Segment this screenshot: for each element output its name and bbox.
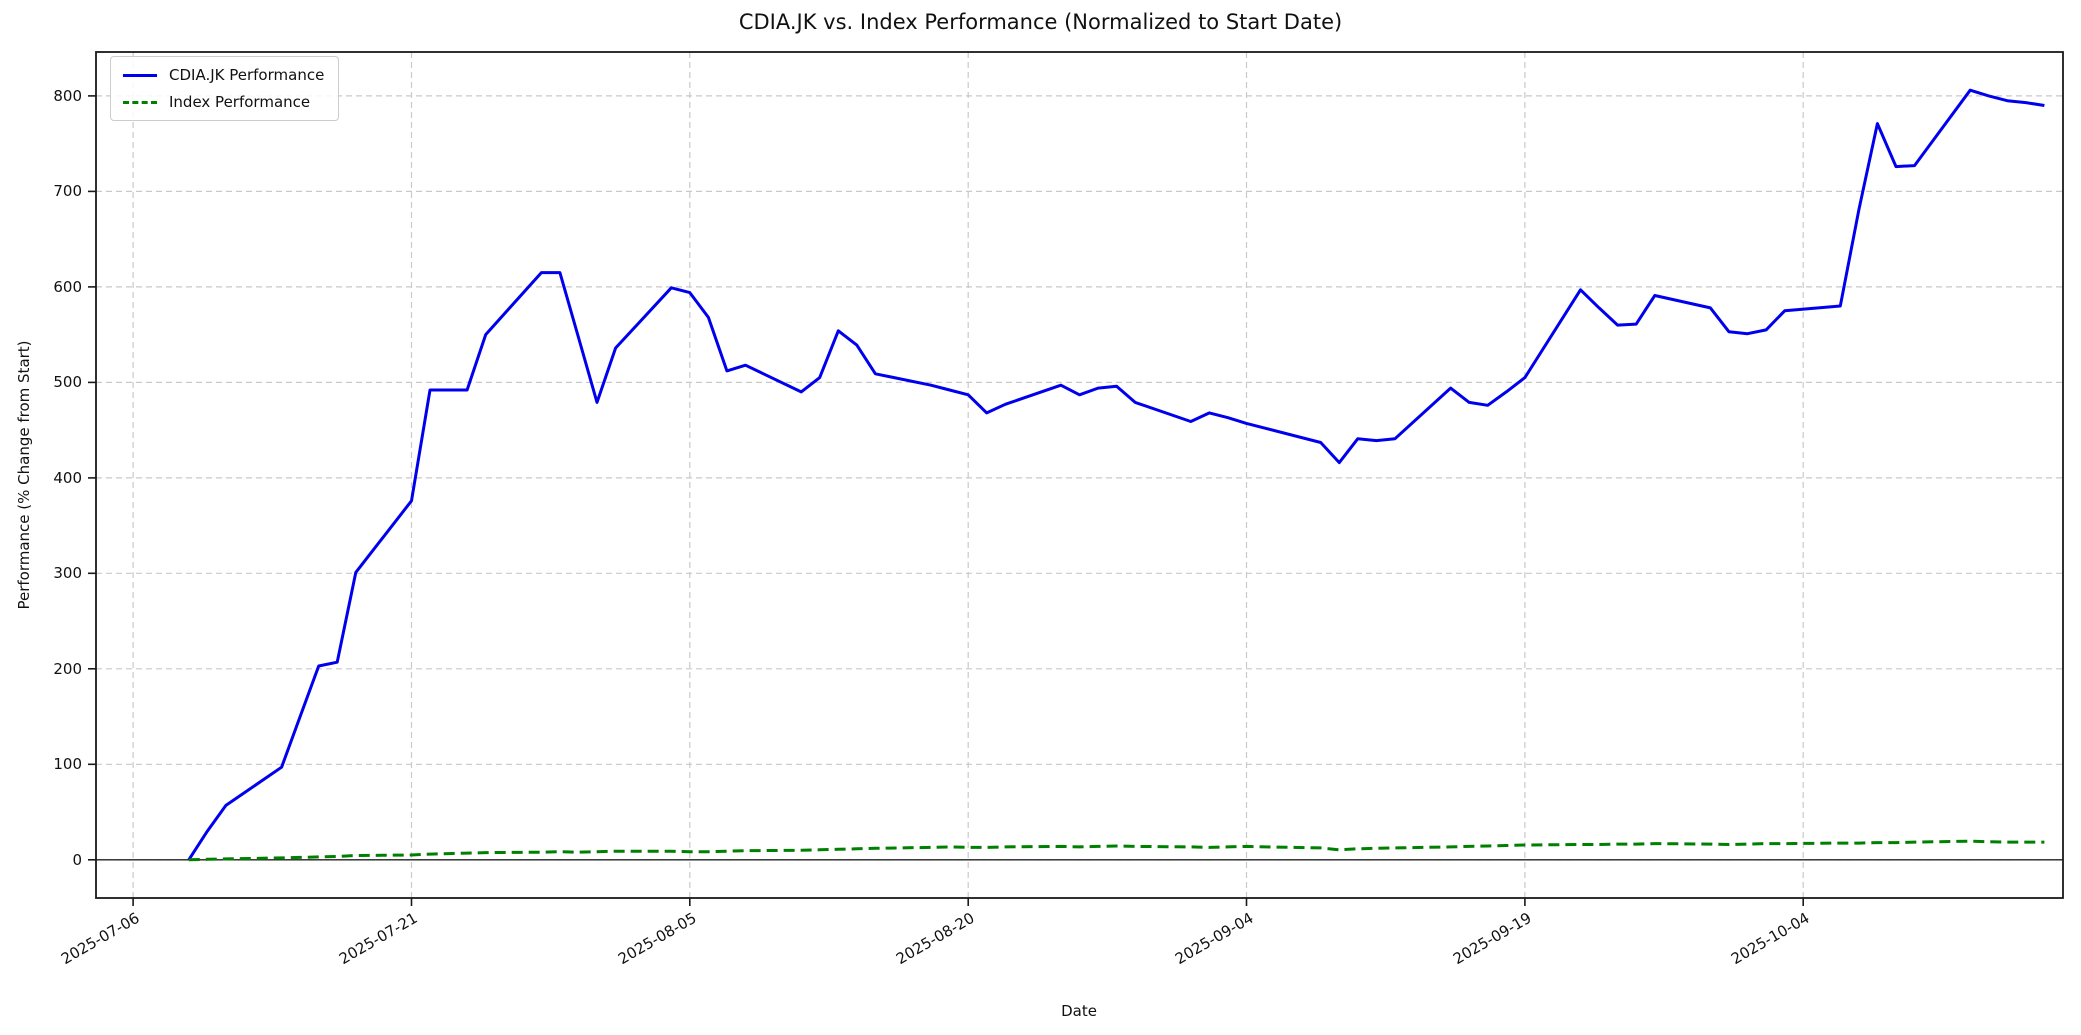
index-line-swatch bbox=[123, 100, 157, 104]
y-tick-label: 500 bbox=[53, 373, 82, 392]
y-tick-label: 600 bbox=[53, 277, 82, 296]
y-tick-label: 400 bbox=[53, 468, 82, 487]
y-tick-label: 800 bbox=[53, 86, 82, 105]
y-tick-label: 700 bbox=[53, 182, 82, 201]
legend-item-index: Index Performance bbox=[123, 93, 324, 111]
legend: CDIA.JK Performance Index Performance bbox=[110, 56, 340, 121]
legend-label-cdia: CDIA.JK Performance bbox=[169, 66, 325, 84]
cdia-line-swatch bbox=[123, 73, 157, 77]
legend-item-cdia: CDIA.JK Performance bbox=[123, 66, 324, 84]
x-axis-title: Date bbox=[1061, 1002, 1097, 1020]
legend-label-index: Index Performance bbox=[169, 93, 311, 111]
y-tick-label: 300 bbox=[53, 564, 82, 583]
y-tick-label: 100 bbox=[53, 755, 82, 774]
chart-title: CDIA.JK vs. Index Performance (Normalize… bbox=[738, 10, 1343, 34]
y-tick-label: 0 bbox=[72, 850, 82, 869]
y-tick-label: 200 bbox=[53, 659, 82, 678]
